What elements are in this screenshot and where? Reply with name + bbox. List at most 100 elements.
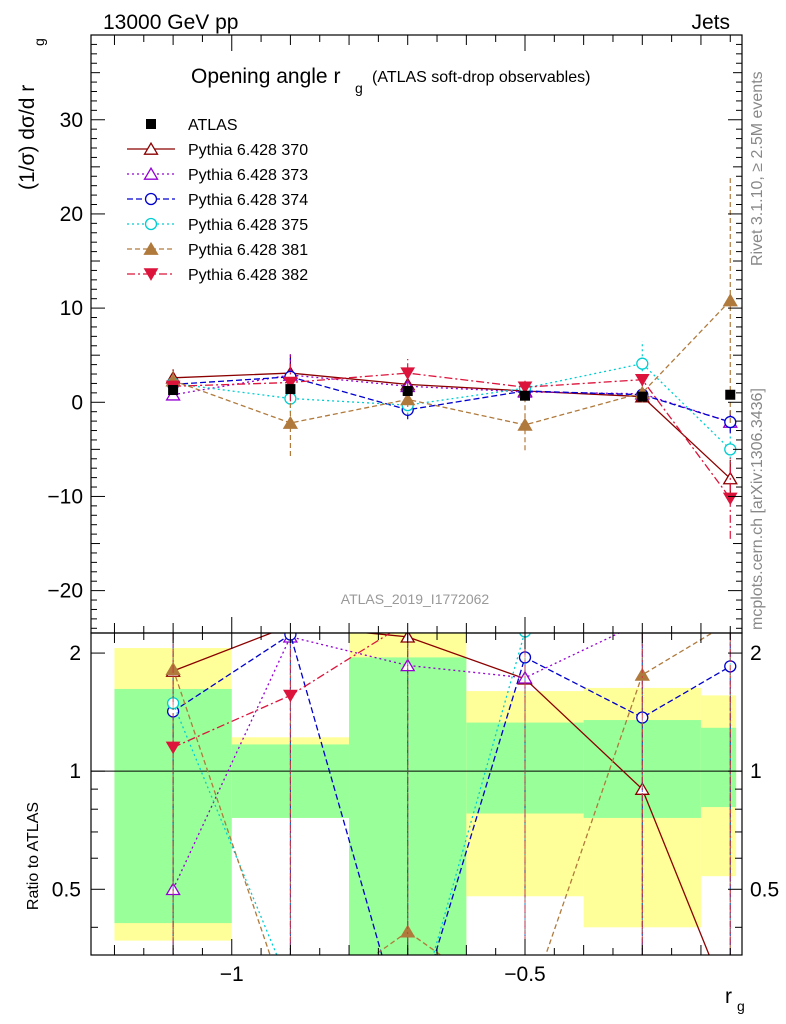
ratio-series-point (400, 924, 416, 938)
x-axis-label-sub: g (737, 998, 745, 1014)
ratio-series (165, 616, 737, 994)
ratio-series-line (172, 633, 526, 955)
legend-marker (143, 268, 159, 281)
legend-marker (143, 141, 159, 155)
ratio-y-tick-label-right: 1 (750, 760, 762, 783)
y-axis-label-ratio: Ratio to ATLAS (25, 802, 42, 910)
series-line (173, 372, 731, 480)
ratio-y-tick-label: 0.5 (52, 878, 81, 901)
energy-label: 13000 GeV pp (103, 11, 238, 34)
atlas-data-point (725, 389, 736, 400)
y-tick-label: −10 (47, 485, 83, 508)
legend-marker (146, 119, 156, 129)
y-tick-label: 30 (60, 109, 83, 132)
ratio-series-line (172, 633, 731, 955)
legend-entry: ATLAS (146, 117, 238, 134)
atlas-data-point (168, 385, 179, 396)
series-point (636, 357, 649, 370)
plot-title-extra: (ATLAS soft-drop observables) (372, 69, 590, 86)
series-line (173, 362, 731, 450)
series-1 (165, 354, 738, 498)
series-point (634, 373, 650, 387)
ratio-series-point (165, 741, 181, 755)
legend-label: Pythia 6.428 382 (188, 267, 308, 284)
y-axis-label-main-text: (1/σ) dσ/d r (16, 85, 39, 190)
legend-marker (144, 217, 158, 231)
y-axis-label-main: (1/σ) dσ/d r g (16, 38, 47, 190)
legend-entry: Pythia 6.428 370 (127, 141, 308, 159)
x-axis-label-text: r (725, 985, 732, 1008)
process-label: Jets (691, 11, 730, 34)
ratio-frame (90, 632, 743, 956)
ratio-band-inner (700, 727, 737, 808)
analysis-id: ATLAS_2019_I1772062 (341, 591, 490, 607)
series-line (172, 300, 731, 426)
ratio-y-tick-label-right: 0.5 (750, 878, 779, 901)
y-tick-label: −20 (47, 580, 83, 603)
series-3 (166, 358, 737, 434)
plot-title-main: Opening angle r (191, 65, 340, 88)
legend-label: Pythia 6.428 381 (188, 242, 308, 259)
legend-entry: Pythia 6.428 382 (127, 267, 308, 284)
ratio-y-tick-label: 2 (69, 642, 81, 665)
mcplots-label: mcplots.cern.ch [arXiv:1306.3436] (749, 388, 766, 630)
atlas-data-point (520, 390, 530, 401)
ratio-y-tick-label: 1 (69, 760, 81, 783)
ratio-series-point (285, 983, 296, 994)
series-line (173, 376, 731, 423)
series-point (400, 367, 416, 380)
rivet-version-label: Rivet 3.1.10, ≥ 2.5M events (749, 71, 766, 266)
x-tick-label: −1 (220, 963, 244, 986)
y-tick-label: 10 (60, 297, 83, 320)
legend-marker (143, 166, 159, 180)
series-point (283, 376, 298, 390)
main-y-axis: −20 −10 0 10 20 30 (47, 34, 742, 629)
y-axis-label-main-sub: g (31, 38, 47, 46)
ratio-y-tick-label-right: 2 (750, 642, 762, 665)
legend-label: Pythia 6.428 374 (188, 192, 308, 209)
legend-label: Pythia 6.428 373 (188, 167, 308, 184)
ratio-series-point (283, 689, 298, 703)
series-point (517, 381, 533, 395)
legend-label: Pythia 6.428 375 (188, 217, 308, 234)
ratio-panel: 0.5 0.5 1 1 2 2 −1 −0.5 (52, 616, 779, 994)
plot-title-sub: g (355, 80, 363, 96)
plot-title: Opening angle r g (ATLAS soft-drop obser… (191, 65, 590, 96)
legend-entry: Pythia 6.428 381 (127, 241, 308, 259)
ratio-series-point (634, 667, 650, 681)
atlas-data-point (285, 384, 296, 395)
y-tick-label: 0 (71, 391, 83, 414)
x-axis-label: r g (725, 985, 745, 1014)
y-tick-label: 20 (60, 203, 83, 226)
legend: ATLAS Pythia 6.428 370 Pythia 6.428 373 Pyt… (127, 117, 308, 284)
header: 13000 GeV pp Jets (103, 11, 730, 34)
series-point (517, 417, 533, 431)
series-point (282, 415, 299, 429)
atlas-data-point (402, 385, 413, 396)
ratio-y-axis: 0.5 0.5 1 1 2 2 (52, 642, 779, 928)
series-point (400, 392, 416, 406)
main-panel: −20 −10 0 10 20 30 (47, 34, 743, 634)
x-axis: −1 −0.5 (113, 633, 731, 986)
ratio-series-point (724, 616, 737, 627)
ratio-series-point (724, 616, 737, 627)
atlas-data-point (637, 391, 648, 402)
legend-entry: Pythia 6.428 375 (127, 217, 308, 234)
legend-entry: Pythia 6.428 373 (127, 166, 308, 184)
ratio-series-6 (165, 633, 731, 955)
x-tick-label: −0.5 (504, 963, 545, 986)
legend-marker (143, 241, 159, 255)
series-6 (165, 358, 738, 539)
atlas-data (168, 384, 736, 402)
ratio-series-point (725, 617, 736, 628)
legend-entry: Pythia 6.428 374 (127, 192, 308, 209)
main-series (165, 178, 738, 539)
series-point (722, 293, 738, 307)
legend-label: Pythia 6.428 370 (188, 142, 308, 159)
series-line (173, 372, 731, 499)
series-point (722, 492, 738, 506)
legend-label: ATLAS (188, 117, 238, 134)
series-line (173, 374, 731, 423)
ratio-series-line (172, 633, 621, 890)
